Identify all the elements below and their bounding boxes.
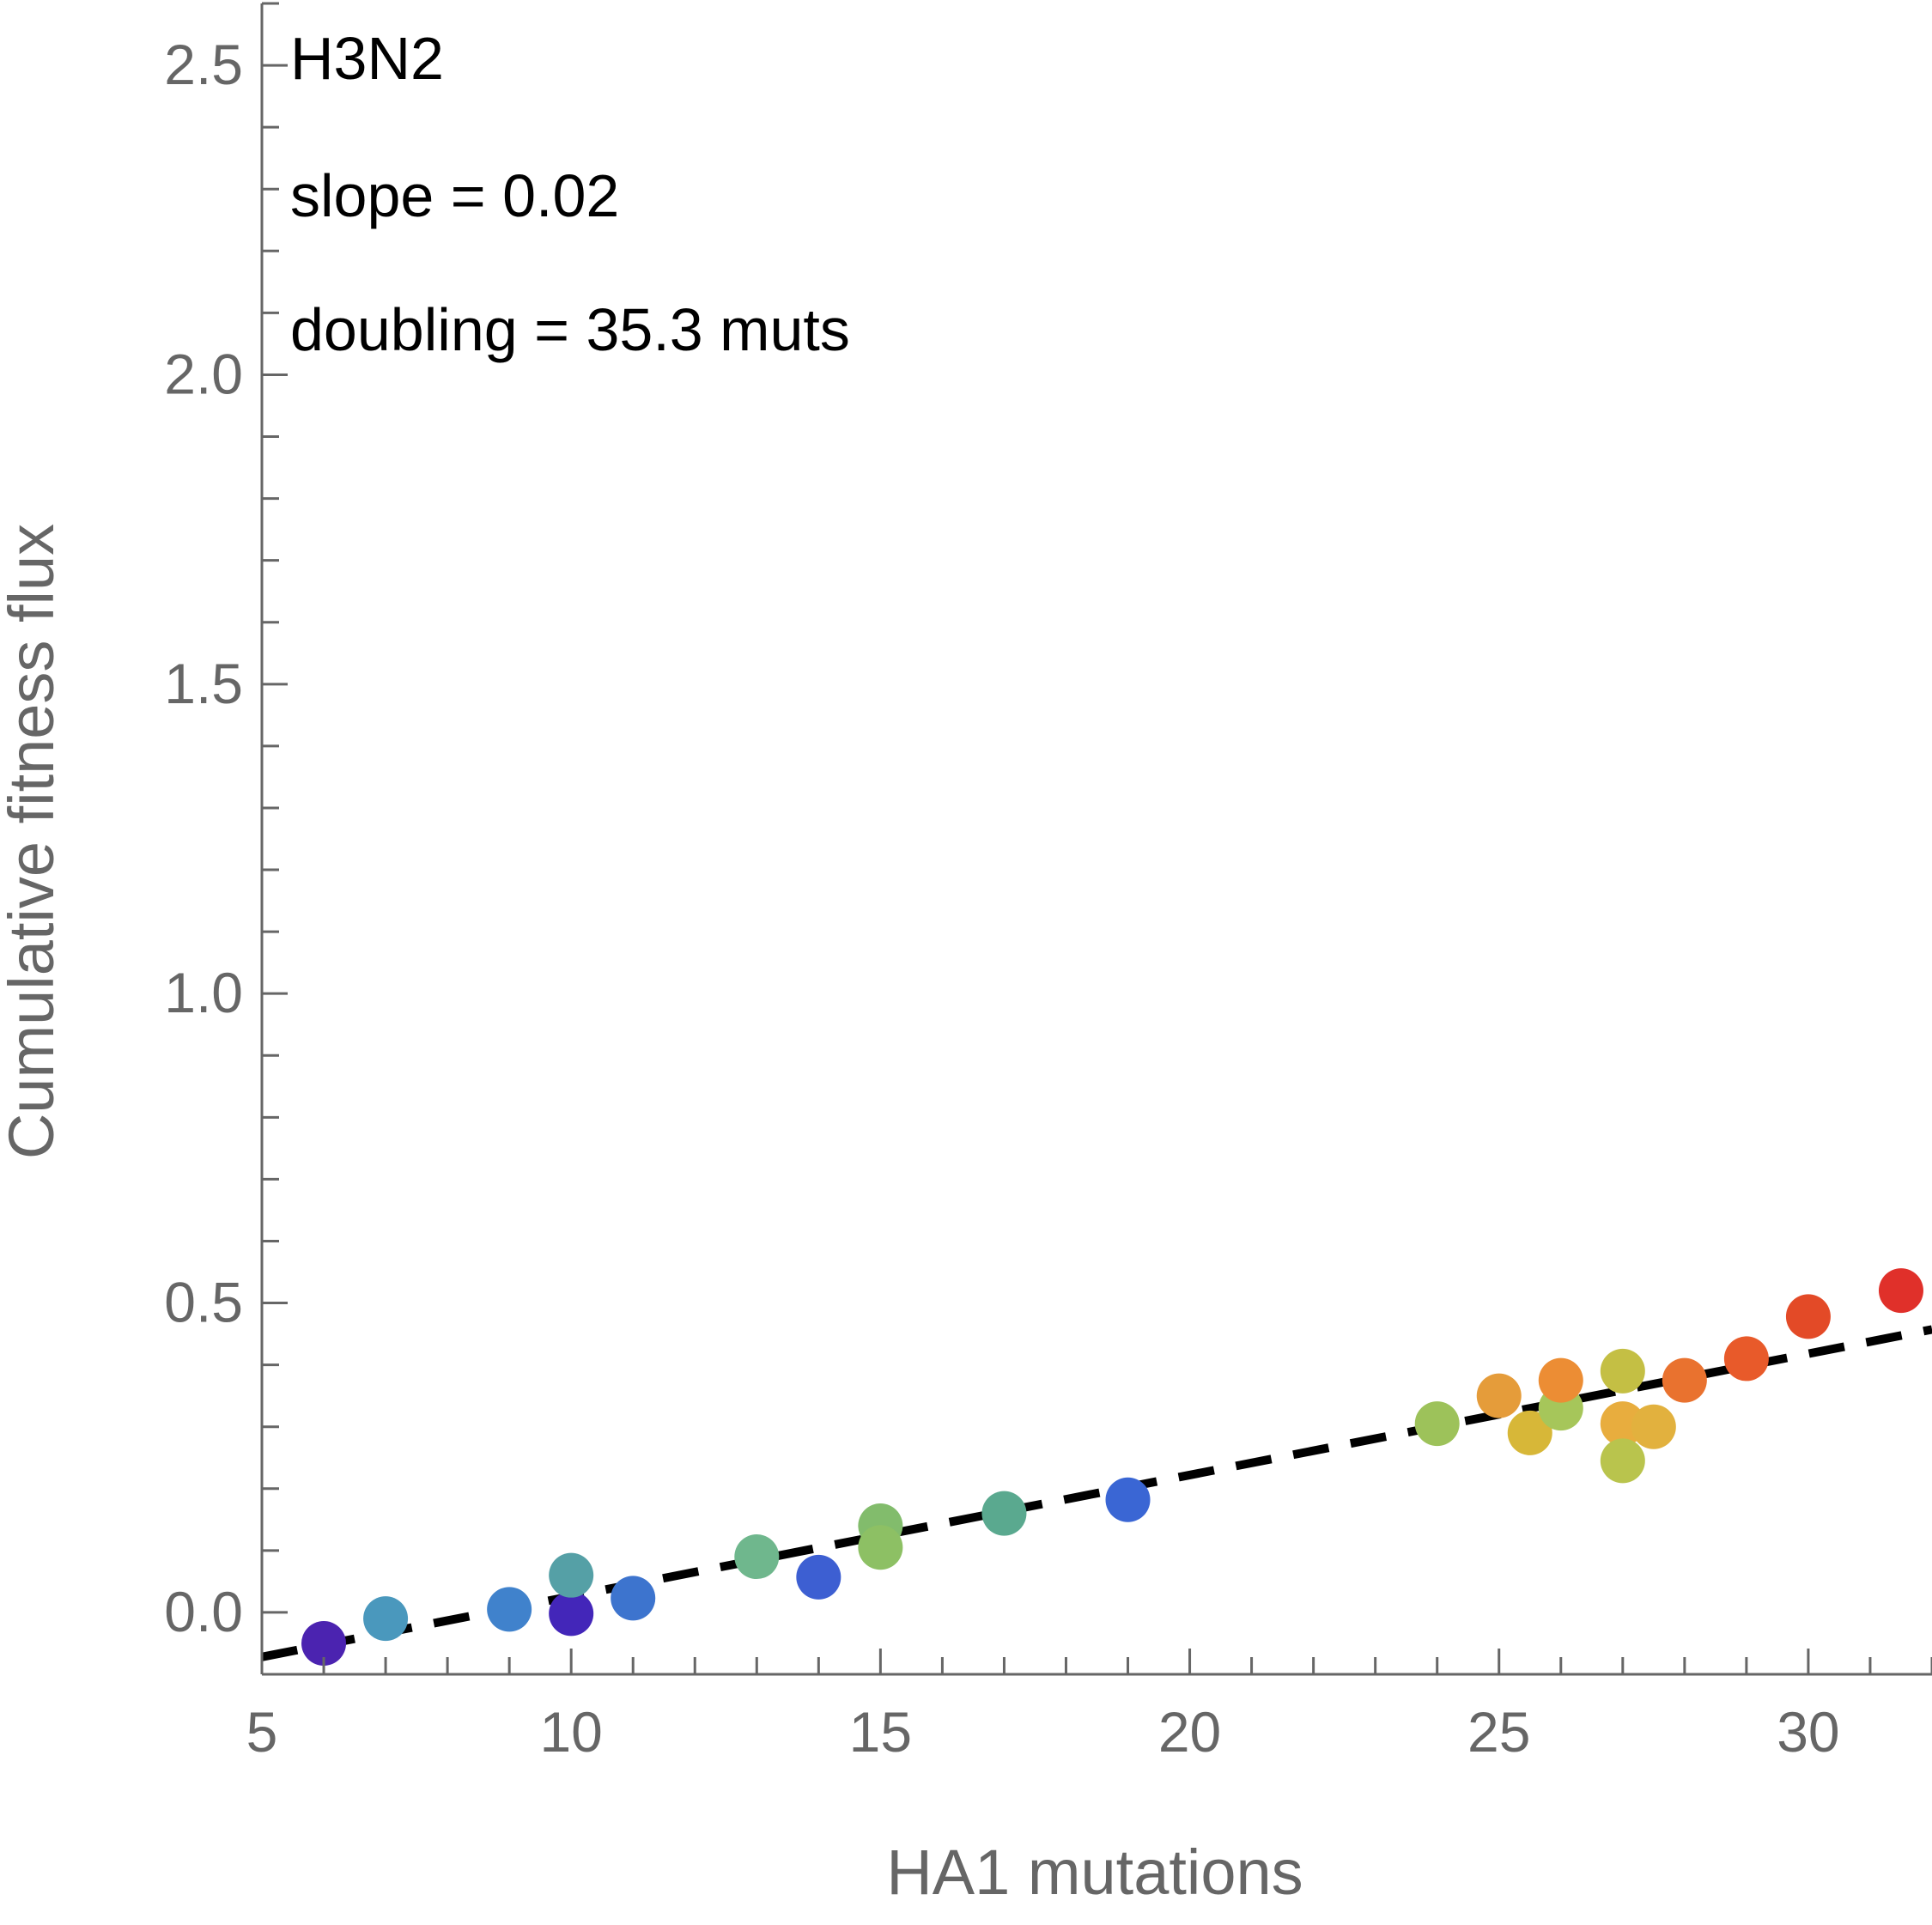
x-tick-label: 25 xyxy=(1467,1700,1530,1764)
fit-line-layer xyxy=(261,1325,1932,1661)
y-tick-label: 0.5 xyxy=(164,1271,243,1334)
data-point xyxy=(981,1491,1027,1536)
x-tick-label: 10 xyxy=(539,1700,602,1764)
data-point xyxy=(858,1525,903,1570)
data-point xyxy=(1723,1336,1769,1382)
data-point xyxy=(549,1552,594,1598)
data-point xyxy=(734,1534,780,1580)
data-point xyxy=(1105,1477,1151,1522)
data-point xyxy=(1507,1410,1552,1455)
x-tick-label: 30 xyxy=(1777,1700,1839,1764)
fit-line xyxy=(261,1325,1932,1661)
x-axis-title: HA1 mutations xyxy=(886,1837,1303,1908)
y-tick-label: 2.0 xyxy=(164,342,243,405)
x-tick-label: 20 xyxy=(1158,1700,1221,1764)
y-tick-label: 0.0 xyxy=(164,1580,243,1643)
data-point xyxy=(1476,1373,1522,1418)
x-tick-label: 5 xyxy=(246,1700,278,1764)
data-point xyxy=(1631,1404,1676,1449)
data-point xyxy=(363,1596,409,1642)
annotation-doubling: doubling = 35.3 muts xyxy=(290,296,850,363)
axes-layer: 5 10 15 20 25 30 0.0 0.5 1.0 1.5 2.0 2.5 xyxy=(164,2,1932,1764)
data-point xyxy=(487,1587,532,1632)
data-point xyxy=(1538,1357,1583,1403)
data-point xyxy=(549,1591,594,1637)
annotation-subtype: H3N2 xyxy=(290,25,444,92)
points-layer xyxy=(301,1268,1923,1666)
y-axis-title: Cumulative fitness flux xyxy=(0,524,67,1159)
x-tick-label: 15 xyxy=(849,1700,912,1764)
data-point xyxy=(1662,1357,1707,1403)
y-tick-label: 1.0 xyxy=(164,961,243,1024)
data-point xyxy=(301,1620,347,1666)
data-point xyxy=(1878,1268,1923,1314)
data-point xyxy=(1414,1401,1460,1447)
data-point xyxy=(611,1576,656,1621)
data-point xyxy=(1785,1294,1831,1339)
annotation-slope: slope = 0.02 xyxy=(290,162,619,229)
data-point xyxy=(1600,1438,1645,1484)
data-point xyxy=(1600,1348,1645,1394)
data-point xyxy=(796,1554,841,1600)
y-tick-label: 2.5 xyxy=(164,33,243,96)
y-tick-label: 1.5 xyxy=(164,652,243,715)
